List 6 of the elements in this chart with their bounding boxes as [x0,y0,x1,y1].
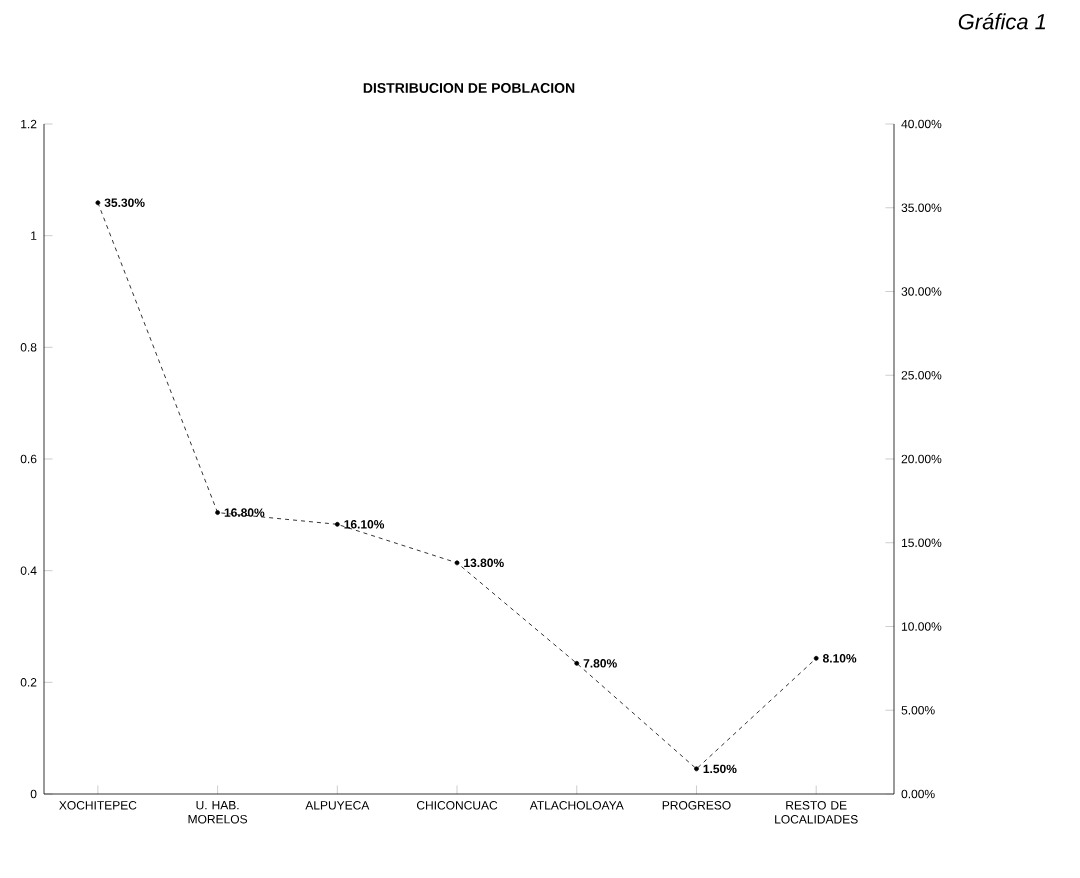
point [334,521,340,527]
point [574,660,580,666]
point [454,560,460,566]
point [813,655,819,661]
point [95,200,101,206]
text: Gráfica 1 [958,13,1046,30]
